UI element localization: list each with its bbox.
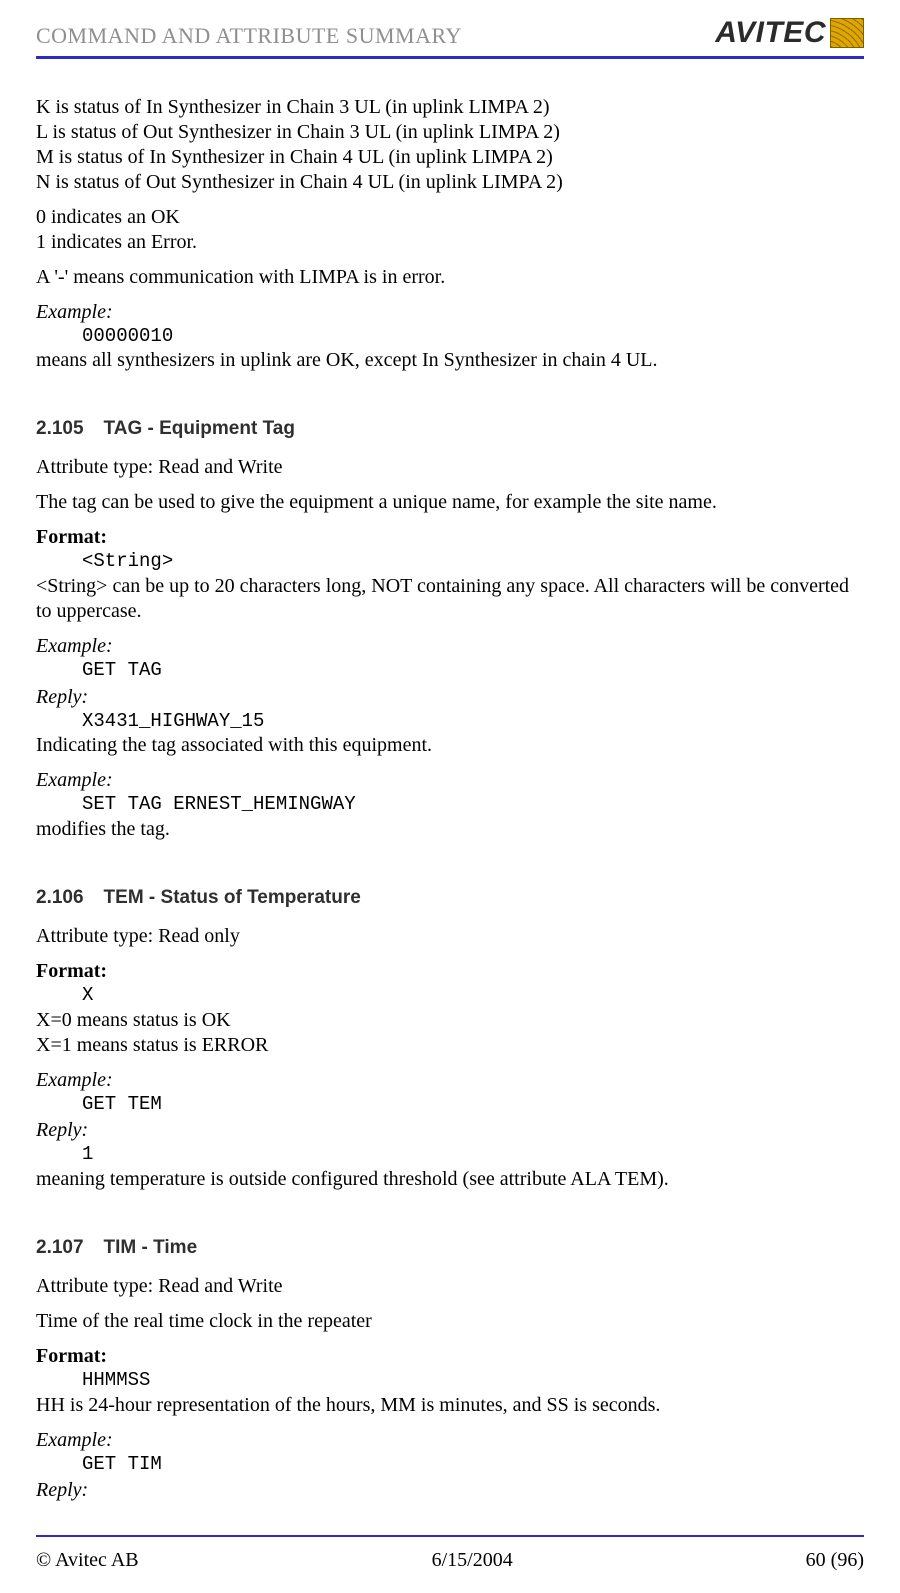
section-number: 2.107 [36,1236,84,1260]
logo: AVITEC [715,14,864,52]
example-label: Example: [36,1068,864,1093]
example-code: 00000010 [36,325,864,349]
footer-left: © Avitec AB [36,1548,139,1573]
section-name: TAG - Equipment Tag [104,417,295,441]
synth-status-N: N is status of Out Synthesizer in Chain … [36,170,864,195]
reply-desc: Indicating the tag associated with this … [36,733,864,758]
format-code: <String> [36,550,864,574]
example-code: GET TAG [36,659,864,683]
example-code: GET TEM [36,1093,864,1117]
reply-code: 1 [36,1143,864,1167]
page: COMMAND AND ATTRIBUTE SUMMARY AVITEC K i… [0,0,900,1593]
divider-bottom [36,1535,864,1537]
example-label: Example: [36,768,864,793]
attr-type: Attribute type: Read and Write [36,455,864,480]
example-desc: means all synthesizers in uplink are OK,… [36,348,864,373]
indicator-err: 1 indicates an Error. [36,230,864,255]
logo-text: AVITEC [715,14,826,52]
footer: © Avitec AB 6/15/2004 60 (96) [36,1548,864,1573]
header-row: COMMAND AND ATTRIBUTE SUMMARY AVITEC [36,14,864,52]
format-label: Format: [36,1344,864,1369]
footer-right: 60 (96) [806,1548,864,1573]
section-2-105-title: 2.105 TAG - Equipment Tag [36,417,864,441]
x0-desc: X=0 means status is OK [36,1008,864,1033]
format-code: X [36,984,864,1008]
indicator-ok: 0 indicates an OK [36,205,864,230]
reply-label: Reply: [36,685,864,710]
section-name: TEM - Status of Temperature [104,886,361,910]
footer-center: 6/15/2004 [432,1548,513,1573]
example-label: Example: [36,300,864,325]
format-desc: HH is 24-hour representation of the hour… [36,1393,864,1418]
example-label: Example: [36,1428,864,1453]
attr-type: Attribute type: Read and Write [36,1274,864,1299]
reply-label: Reply: [36,1478,864,1503]
reply-label: Reply: [36,1118,864,1143]
attr-type: Attribute type: Read only [36,924,864,949]
format-label: Format: [36,525,864,550]
reply-code: X3431_HIGHWAY_15 [36,710,864,734]
header-title: COMMAND AND ATTRIBUTE SUMMARY [36,22,462,52]
section-number: 2.106 [36,886,84,910]
synth-status-K: K is status of In Synthesizer in Chain 3… [36,95,864,120]
section-2-106-title: 2.106 TEM - Status of Temperature [36,886,864,910]
section-name: TIM - Time [104,1236,198,1260]
example-code: SET TAG ERNEST_HEMINGWAY [36,793,864,817]
logo-icon [830,18,864,48]
dash-meaning: A '-' means communication with LIMPA is … [36,265,864,290]
synth-status-L: L is status of Out Synthesizer in Chain … [36,120,864,145]
x1-desc: X=1 means status is ERROR [36,1033,864,1058]
format-desc: <String> can be up to 20 characters long… [36,574,864,624]
reply-desc: meaning temperature is outside configure… [36,1167,864,1192]
divider-top [36,56,864,59]
content: K is status of In Synthesizer in Chain 3… [36,95,864,1504]
section-2-107-title: 2.107 TIM - Time [36,1236,864,1260]
tag-desc: The tag can be used to give the equipmen… [36,490,864,515]
tim-desc: Time of the real time clock in the repea… [36,1309,864,1334]
section-number: 2.105 [36,417,84,441]
example-label: Example: [36,634,864,659]
synth-status-M: M is status of In Synthesizer in Chain 4… [36,145,864,170]
example-code: GET TIM [36,1453,864,1477]
format-code: HHMMSS [36,1369,864,1393]
format-label: Format: [36,959,864,984]
example-desc: modifies the tag. [36,817,864,842]
